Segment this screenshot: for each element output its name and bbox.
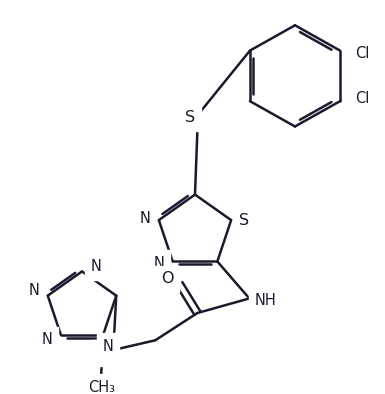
Text: N: N [28,283,39,298]
Text: Cl: Cl [355,46,369,61]
Text: Cl: Cl [355,91,369,106]
Text: N: N [153,256,164,271]
Text: S: S [239,213,249,228]
Text: O: O [161,271,174,286]
Text: N: N [139,211,150,226]
Text: N: N [90,259,101,274]
Text: N: N [42,332,52,347]
Text: S: S [96,346,106,361]
Text: CH₃: CH₃ [88,380,115,394]
Text: NH: NH [254,293,276,308]
Text: N: N [103,339,114,354]
Text: S: S [185,110,195,125]
